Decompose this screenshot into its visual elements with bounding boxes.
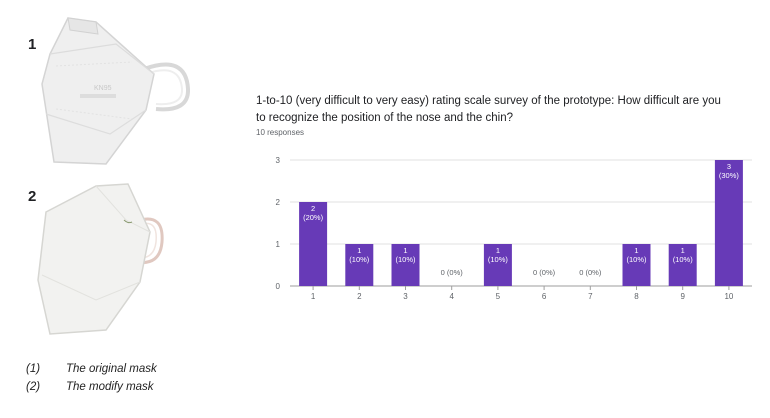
bar-data-label: 1 (10%) — [673, 246, 694, 264]
modified-mask-image — [37, 183, 164, 335]
mask-print-text: KN95 — [94, 85, 112, 92]
x-tick-label: 7 — [588, 292, 593, 301]
caption-1-text: The original mask — [66, 363, 157, 375]
bar — [391, 244, 420, 286]
original-mask-image: KN95 — [41, 17, 191, 165]
survey-question: 1-to-10 (very difficult to very easy) ra… — [256, 95, 721, 124]
bar-data-label: 0 (0%) — [579, 268, 602, 277]
caption-1-number: (1) — [26, 363, 41, 375]
caption-2-number: (2) — [26, 381, 41, 393]
x-tick-label: 4 — [449, 292, 454, 301]
bar — [299, 202, 328, 286]
x-tick-label: 6 — [542, 292, 547, 301]
bar — [714, 160, 743, 286]
caption-original: (1) The original mask — [26, 363, 157, 375]
bar — [622, 244, 651, 286]
caption-2-text: The modify mask — [66, 381, 154, 393]
figure-label-1: 1 — [28, 36, 37, 53]
x-tick-label: 3 — [403, 292, 408, 301]
bar-data-label: 1 (10%) — [488, 246, 509, 264]
y-tick-label: 3 — [276, 156, 281, 165]
x-tick-label: 8 — [634, 292, 639, 301]
x-tick-label: 10 — [724, 292, 733, 301]
figure-label-2: 2 — [28, 188, 37, 205]
bar-data-label: 1 (10%) — [626, 246, 647, 264]
bar — [345, 244, 374, 286]
bar-data-label: 0 (0%) — [441, 268, 464, 277]
bar-data-label: 2 (20%) — [303, 204, 324, 222]
x-tick-label: 9 — [680, 292, 685, 301]
x-tick-label: 2 — [357, 292, 362, 301]
x-tick-label: 1 — [311, 292, 316, 301]
caption-modified: (2) The modify mask — [26, 381, 154, 393]
response-count: 10 responses — [256, 128, 305, 137]
bar — [668, 244, 697, 286]
y-tick-label: 1 — [276, 240, 281, 249]
y-tick-label: 0 — [276, 282, 281, 291]
bar-data-label: 1 (10%) — [395, 246, 416, 264]
bar-data-label: 1 (10%) — [349, 246, 370, 264]
bar — [483, 244, 512, 286]
bar-data-label: 0 (0%) — [533, 268, 556, 277]
x-tick-label: 5 — [496, 292, 501, 301]
bar-data-label: 3 (30%) — [719, 162, 740, 180]
y-tick-label: 2 — [276, 198, 281, 207]
